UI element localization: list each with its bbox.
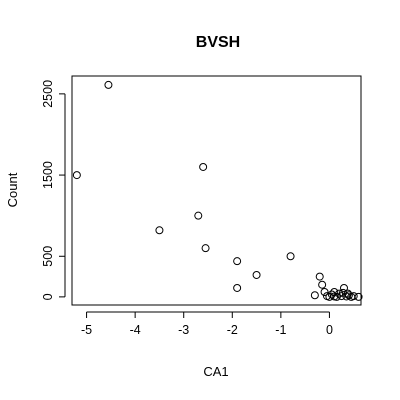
- y-tick-label: 2500: [41, 80, 55, 108]
- chart-title: BVSH: [196, 34, 240, 51]
- x-tick-label: -3: [178, 323, 189, 337]
- data-point: [354, 292, 363, 301]
- data-point: [252, 270, 261, 279]
- data-point: [339, 288, 348, 297]
- x-axis-label: CA1: [203, 364, 228, 379]
- data-point: [330, 288, 339, 297]
- data-point: [343, 289, 352, 298]
- plot-frame: [71, 75, 362, 306]
- y-axis-label: Count: [5, 172, 20, 207]
- data-point: [310, 291, 319, 300]
- data-point: [201, 244, 210, 253]
- data-point: [194, 211, 203, 220]
- data-point: [286, 252, 295, 261]
- x-tick-label: -5: [81, 323, 92, 337]
- y-tick-label: 500: [41, 246, 55, 267]
- y-tick-label: 0: [41, 293, 55, 300]
- data-point: [199, 162, 208, 171]
- y-axis: 0 500 1500 2500: [41, 80, 66, 300]
- data-point: [320, 288, 329, 297]
- x-tick-label: -1: [275, 323, 286, 337]
- data-point: [72, 171, 81, 180]
- x-tick-label: -4: [130, 323, 141, 337]
- x-axis: -5 -4 -3 -2 -1 0: [81, 311, 333, 337]
- data-point: [233, 257, 242, 266]
- data-points: [72, 80, 363, 301]
- data-point: [104, 80, 113, 89]
- data-point: [335, 289, 344, 298]
- data-point: [315, 272, 324, 281]
- x-tick-label: 0: [326, 323, 333, 337]
- y-tick-label: 1500: [41, 161, 55, 189]
- data-point: [233, 283, 242, 292]
- data-point: [155, 226, 164, 235]
- x-tick-label: -2: [227, 323, 238, 337]
- data-point: [318, 280, 327, 289]
- data-point: [340, 283, 348, 292]
